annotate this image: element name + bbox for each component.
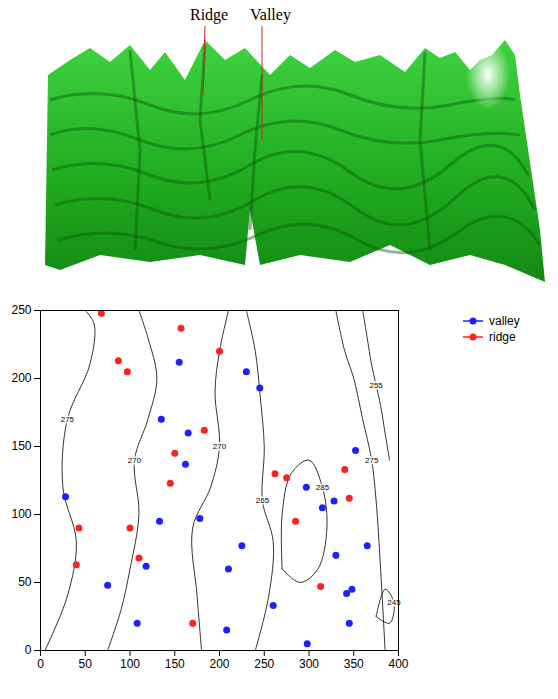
svg-text:100: 100 <box>120 657 140 671</box>
svg-text:265: 265 <box>256 496 270 505</box>
svg-text:0: 0 <box>37 657 44 671</box>
svg-text:275: 275 <box>365 456 379 465</box>
svg-text:285: 285 <box>316 483 330 492</box>
svg-text:50: 50 <box>79 657 93 671</box>
svg-text:250: 250 <box>11 303 31 317</box>
html-text:ridge: ridge <box>489 330 516 344</box>
svg-text:270: 270 <box>213 442 227 451</box>
html-text:valley: valley <box>489 314 520 328</box>
svg-text:200: 200 <box>209 657 229 671</box>
svg-text:400: 400 <box>388 657 408 671</box>
svg-text:200: 200 <box>11 371 31 385</box>
svg-text:300: 300 <box>299 657 319 671</box>
svg-text:150: 150 <box>165 657 185 671</box>
svg-text:0: 0 <box>25 643 32 657</box>
svg-text:275: 275 <box>61 415 75 424</box>
svg-text:50: 50 <box>18 575 32 589</box>
svg-text:Ridge: Ridge <box>190 6 228 24</box>
svg-text:255: 255 <box>369 381 383 390</box>
svg-text:Valley: Valley <box>250 6 291 24</box>
svg-text:250: 250 <box>254 657 274 671</box>
svg-text:270: 270 <box>128 456 142 465</box>
svg-text:245: 245 <box>387 598 401 607</box>
svg-text:100: 100 <box>11 507 31 521</box>
svg-text:350: 350 <box>344 657 364 671</box>
svg-text:150: 150 <box>11 439 31 453</box>
